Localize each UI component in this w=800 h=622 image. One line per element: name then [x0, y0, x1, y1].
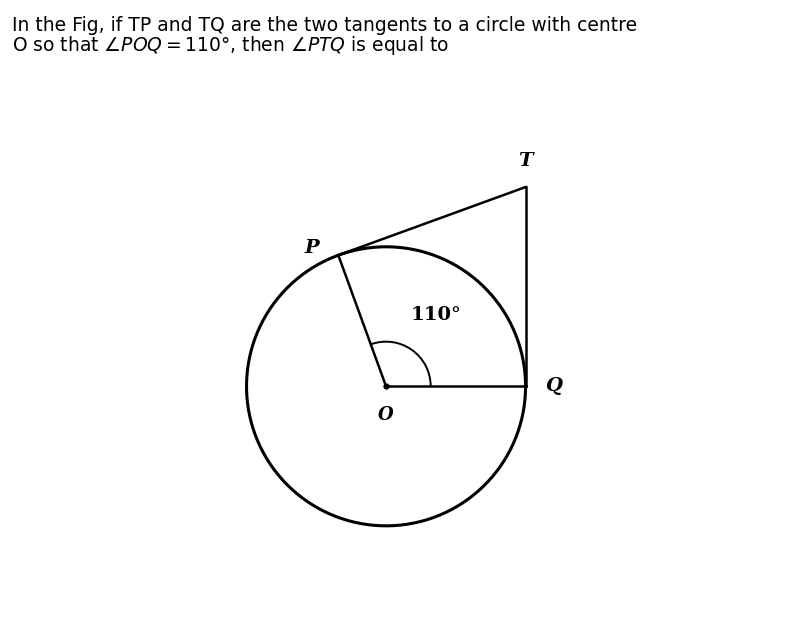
- Text: P: P: [304, 239, 318, 258]
- Text: In the Fig, if TP and TQ are the two tangents to a circle with centre: In the Fig, if TP and TQ are the two tan…: [12, 16, 637, 35]
- Text: T: T: [518, 152, 533, 170]
- Text: O: O: [378, 406, 394, 424]
- Text: 110°: 110°: [410, 307, 461, 325]
- Text: Q: Q: [545, 378, 562, 396]
- Text: O so that $\angle POQ = 110°$, then $\angle PTQ$ is equal to: O so that $\angle POQ = 110°$, then $\an…: [12, 34, 450, 57]
